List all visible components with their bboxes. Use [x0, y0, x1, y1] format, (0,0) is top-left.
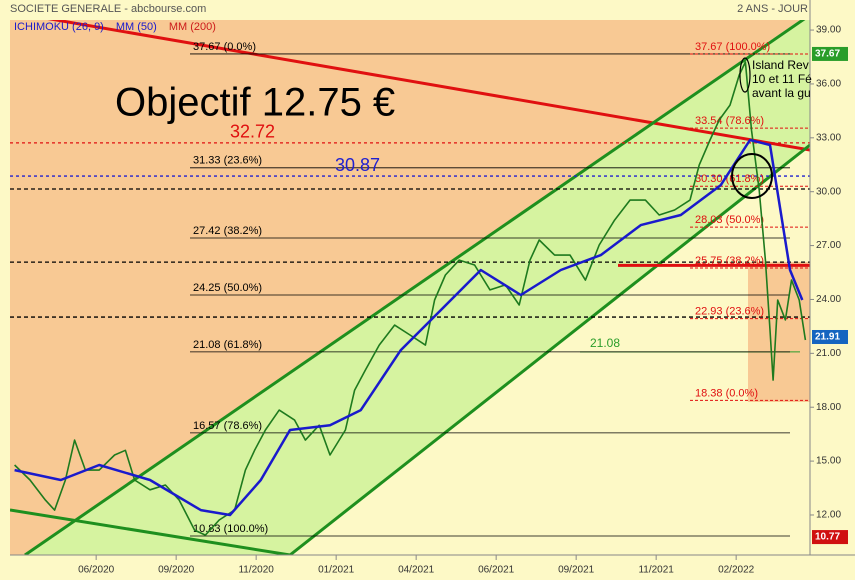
- x-tick-label: 09/2021: [558, 565, 595, 576]
- fib-label: 31.33 (23.6%): [193, 155, 262, 167]
- moving-average: [14, 138, 804, 517]
- fib-label: 37.67 (100.0%): [695, 41, 770, 53]
- y-tick-label: 39.00: [816, 25, 841, 36]
- y-tick-label: 12.00: [816, 510, 841, 521]
- circle-marker: [739, 57, 751, 93]
- price-tag: [812, 329, 848, 344]
- price-line: [14, 61, 807, 536]
- zone-right: [748, 262, 810, 402]
- zone-above-channel: [10, 20, 800, 555]
- objective: Objectif 12.75 €: [115, 81, 395, 125]
- price-tag-label: 21.91: [815, 332, 840, 343]
- fib-label: 10.83 (100.0%): [193, 523, 268, 535]
- x-tick-label: 04/2021: [398, 565, 435, 576]
- data-layer: 37.67 (0.0%) 31.33 (23.6%) 27.42 (38.2%) 24…: [10, 41, 810, 537]
- y-tick-label: 15.00: [816, 456, 841, 467]
- price-tag: [812, 530, 848, 545]
- y-tick-label: 21.00: [816, 348, 841, 359]
- fib-label: 24.25 (50.0%): [193, 282, 262, 294]
- green-line: [10, 508, 291, 555]
- x-tick-label: 02/2022: [718, 565, 755, 576]
- legend-entry: MM (50): [116, 21, 157, 33]
- annotation: 10 et 11 Fé: [752, 72, 812, 86]
- level-label: 30.87: [335, 155, 380, 175]
- x-tick-label: 09/2020: [158, 565, 195, 576]
- legend-entry: MM (200): [169, 21, 216, 33]
- chart-title: SOCIETE GENERALE - abcbourse.com: [10, 3, 206, 15]
- x-tick-label: 01/2021: [318, 565, 355, 576]
- y-tick-label: 30.00: [816, 186, 841, 197]
- fib-label: 33.54 (78.6%): [695, 115, 764, 127]
- level-label: 32.72: [230, 122, 275, 142]
- x-tick-label: 06/2021: [478, 565, 515, 576]
- drawing-layer: 37.67 (0.0%) 31.33 (23.6%) 27.42 (38.2%) 24…: [10, 20, 810, 555]
- channel-top: [24, 20, 806, 555]
- fib-label: 21.08 (61.8%): [193, 339, 262, 351]
- annotation: Island Rev: [752, 58, 809, 72]
- circle-marker: [731, 153, 773, 199]
- y-tick-label: 36.00: [816, 79, 841, 90]
- y-tick-label: 33.00: [816, 132, 841, 143]
- period: 2 ANS - JOUR: [737, 3, 808, 15]
- fib-label: 25.75 (38.2%): [695, 255, 764, 267]
- fib-label: 16.57 (78.6%): [193, 420, 262, 432]
- price-tag-label: 10.77: [815, 532, 840, 543]
- fib-label: 27.42 (38.2%): [193, 225, 262, 237]
- price-tag-label: 37.67: [815, 49, 840, 60]
- legend-entry: ICHIMOKU (26, 9): [14, 21, 104, 33]
- support-label: 21.08: [590, 336, 620, 350]
- x-tick-label: 11/2020: [238, 565, 274, 576]
- y-tick-label: 24.00: [816, 294, 841, 305]
- red-trendline: [47, 20, 810, 152]
- channel-bottom: [289, 143, 810, 555]
- annotation: avant la gu: [752, 86, 811, 100]
- fib-label: 22.93 (23.6%): [695, 306, 764, 318]
- fib-label: 30.30 (61.8%): [695, 173, 764, 185]
- x-tick-label: 11/2021: [638, 565, 674, 576]
- fib-label: 37.67 (0.0%): [193, 41, 256, 53]
- x-tick-label: 06/2020: [78, 565, 115, 576]
- fib-label: 28.03 (50.0%): [695, 214, 764, 226]
- price-tag: [812, 46, 848, 61]
- fib-label: 18.38 (0.0%): [695, 387, 758, 399]
- y-tick-label: 18.00: [816, 402, 841, 413]
- y-tick-label: 27.00: [816, 240, 841, 251]
